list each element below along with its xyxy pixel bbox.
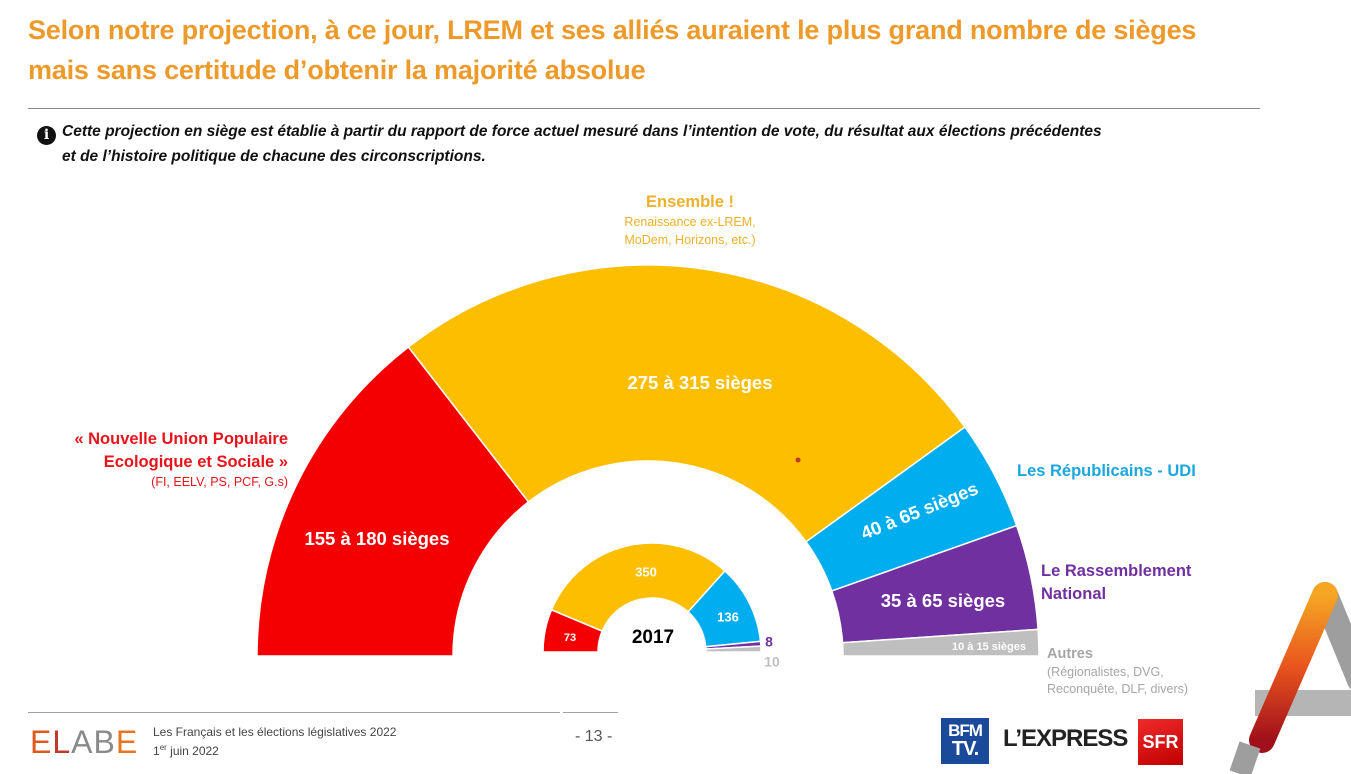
value-2017-rn: 8 (765, 634, 773, 650)
label-autres-title: Autres (1047, 646, 1093, 662)
methodology-note: i Cette projection en siège est établie à… (37, 120, 1267, 168)
label-lr-udi: Les Républicains - UDI (1017, 462, 1196, 480)
footer-divider-right (563, 712, 618, 713)
page-number: - 13 - (575, 728, 613, 745)
marker-dot (795, 457, 801, 463)
footer-divider-left (28, 712, 560, 713)
title-divider (28, 108, 1260, 109)
projection-segment-autres (841, 628, 1040, 657)
label-nupes-parties: (FI, EELV, PS, PCF, G.s) (151, 475, 288, 489)
label-rn-line1: Le Rassemblement (1041, 562, 1192, 580)
label-ensemble: Ensemble ! Renaissance ex-LREM, MoDem, H… (560, 191, 820, 249)
footer-date-sup: er (159, 743, 167, 752)
bfmtv-logo: BFM TV. (941, 718, 989, 764)
value-2017-lr: 136 (717, 609, 739, 624)
label-autres: Autres (Régionalistes, DVG, Reconquête, … (1047, 645, 1188, 698)
logo-letter-a: A (71, 724, 94, 760)
value-label-autres: 10 à 15 sièges (952, 641, 1026, 653)
note-line-2: et de l’histoire politique de chacune de… (62, 148, 486, 165)
title-line-1: Selon notre projection, à ce jour, LREM … (28, 15, 1197, 45)
center-label-2017: 2017 (632, 627, 674, 648)
results-2017-arc (542, 542, 762, 653)
results-2017-segment-autres (705, 645, 762, 653)
projection-segment-ensemble (407, 264, 966, 543)
label-ensemble-title: Ensemble ! (645, 193, 735, 211)
value-2017-nupes: 73 (564, 632, 576, 644)
footer-study-title: Les Français et les élections législativ… (153, 725, 397, 739)
bfm-line1: BFM (948, 721, 983, 740)
projection-2022-arc (256, 264, 1040, 657)
label-rn-line2: National (1041, 585, 1107, 603)
results-2017-segment-ensemble (550, 542, 726, 633)
projection-segment-nupes (256, 345, 530, 657)
label-autres-sub2: Reconquête, DLF, divers) (1047, 682, 1189, 696)
value-label-nupes: 155 à 180 sièges (304, 528, 449, 549)
elabe-a-watermark (1229, 582, 1351, 774)
footer-date-rest: juin 2022 (166, 744, 219, 758)
value-2017-ensemble: 350 (635, 564, 657, 579)
elabe-logo: ELABE (30, 724, 138, 761)
footer-study-info: Les Français et les élections législativ… (153, 724, 396, 759)
title-line-2: mais sans certitude d’obtenir la majorit… (28, 55, 646, 85)
logo-letter-e2: E (115, 724, 139, 760)
label-nupes-line2: Ecologique et Sociale » (103, 453, 288, 471)
footer-date-day: 1 (153, 744, 160, 758)
logo-letter-b: B (93, 724, 116, 760)
value-label-ensemble: 275 à 315 sièges (627, 372, 772, 393)
logo-letter-e1: E (30, 724, 53, 760)
page-title: Selon notre projection, à ce jour, LREM … (28, 10, 1288, 90)
bfm-line2: TV. (951, 738, 979, 760)
lexpress-logo: L’EXPRESS (1003, 725, 1128, 752)
label-autres-sub1: (Régionalistes, DVG, (1047, 665, 1164, 679)
label-nupes: « Nouvelle Union Populaire Ecologique et… (40, 428, 288, 491)
value-2017-autres: 10 (764, 654, 780, 670)
logo-letter-l: L (52, 724, 72, 760)
note-line-1: Cette projection en siège est établie à … (62, 123, 1102, 140)
label-nupes-line1: « Nouvelle Union Populaire (74, 430, 288, 448)
info-icon: i (37, 126, 56, 145)
label-rn: Le Rassemblement National (1041, 560, 1191, 606)
sfr-logo: SFR (1138, 719, 1183, 765)
footer-date: 1er juin 2022 (153, 740, 396, 759)
value-label-rn: 35 à 65 sièges (881, 590, 1005, 611)
label-ensemble-sub2: MoDem, Horizons, etc.) (624, 233, 756, 247)
label-ensemble-sub1: Renaissance ex-LREM, (624, 215, 756, 229)
